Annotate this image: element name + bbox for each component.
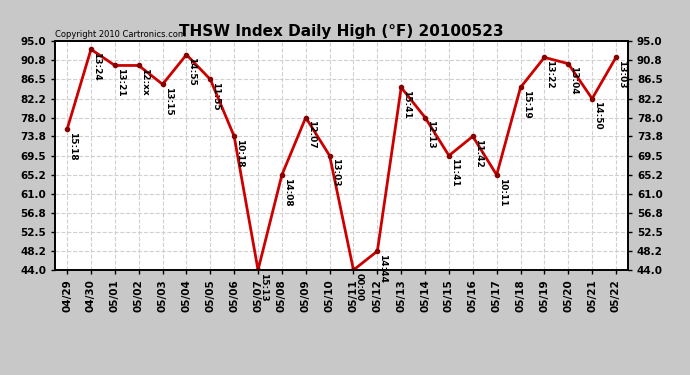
Text: 13:22: 13:22 <box>545 60 555 89</box>
Text: 14:50: 14:50 <box>593 102 602 130</box>
Text: 15:18: 15:18 <box>68 132 77 160</box>
Text: 14:55: 14:55 <box>188 57 197 86</box>
Text: 00:00: 00:00 <box>355 273 364 301</box>
Text: 12:07: 12:07 <box>307 120 316 149</box>
Text: 11:42: 11:42 <box>474 139 483 168</box>
Text: 13:15: 13:15 <box>164 87 172 116</box>
Text: 13:21: 13:21 <box>116 68 125 97</box>
Text: 15:41: 15:41 <box>402 90 411 119</box>
Text: 13:03: 13:03 <box>617 60 626 88</box>
Text: 14:08: 14:08 <box>283 178 292 206</box>
Title: THSW Index Daily High (°F) 20100523: THSW Index Daily High (°F) 20100523 <box>179 24 504 39</box>
Text: 15:13: 15:13 <box>259 273 268 302</box>
Text: Copyright 2010 Cartronics.com: Copyright 2010 Cartronics.com <box>55 30 186 39</box>
Text: 13:03: 13:03 <box>331 158 339 187</box>
Text: 11:41: 11:41 <box>450 158 459 187</box>
Text: 11:55: 11:55 <box>211 82 220 111</box>
Text: 12:xx: 12:xx <box>140 68 149 96</box>
Text: 12:13: 12:13 <box>426 120 435 149</box>
Text: 15:19: 15:19 <box>522 90 531 119</box>
Text: 13:04: 13:04 <box>569 66 578 95</box>
Text: 10:11: 10:11 <box>497 178 506 206</box>
Text: 14:44: 14:44 <box>378 254 387 283</box>
Text: 13:24: 13:24 <box>92 52 101 81</box>
Text: 10:18: 10:18 <box>235 139 244 168</box>
